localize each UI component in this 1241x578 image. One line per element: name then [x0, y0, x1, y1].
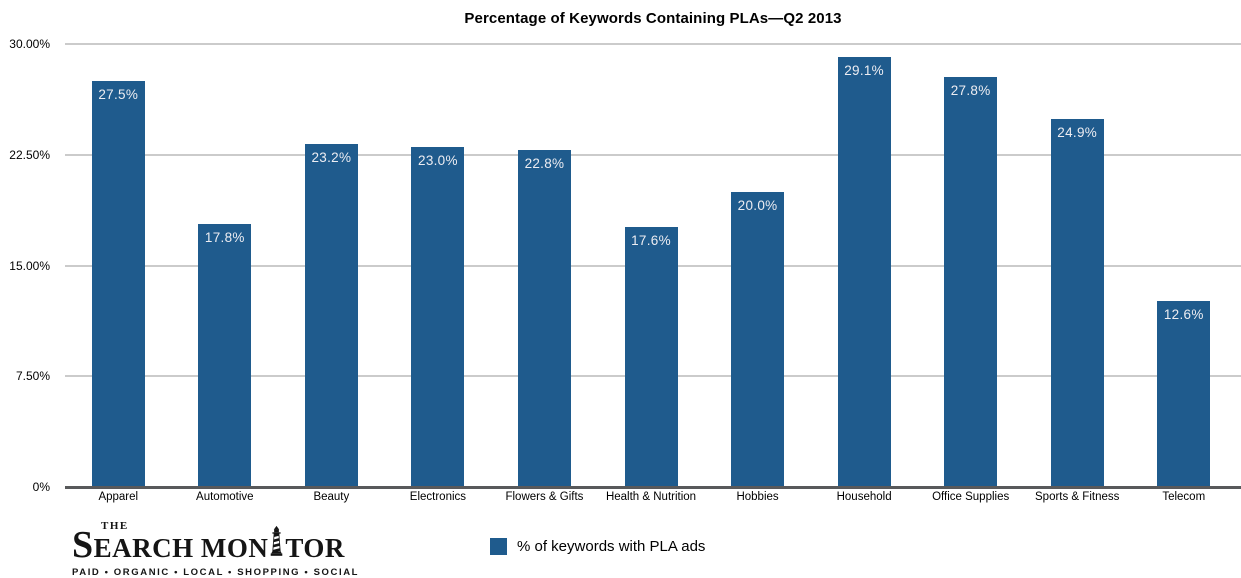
bar-value-label: 22.8% [524, 156, 565, 172]
y-axis-tick-labels: 0% 7.50% 15.00% 22.50% 30.00% [0, 37, 50, 494]
lighthouse-icon [271, 525, 283, 556]
bar-value-label: 23.2% [311, 150, 352, 166]
x-category-label: Flowers & Gifts [505, 491, 584, 503]
x-category-label: Telecom [1162, 491, 1206, 503]
bar-value-label: 27.8% [950, 82, 991, 98]
x-category-label: Health & Nutrition [605, 491, 697, 503]
gridline [65, 43, 1241, 45]
bar-beauty: 23.2% [304, 144, 358, 487]
x-axis-category-labels: Apparel Automotive Beauty Electronics Flower… [65, 491, 1237, 503]
bar-automotive: 17.8% [198, 224, 252, 487]
x-category-label: Automotive [196, 491, 254, 503]
bar-value-label: 23.0% [418, 153, 458, 169]
bar-slot: 23.2% [278, 44, 385, 487]
chart-title: Percentage of Keywords Containing PLAs—Q… [464, 10, 842, 27]
bar-telecom: 12.6% [1157, 300, 1211, 487]
bar-slot: 22.8% [491, 44, 598, 487]
bar-slot: 29.1% [811, 44, 918, 487]
x-category-label: Apparel [98, 491, 139, 503]
y-tick-label: 7.50% [15, 369, 50, 384]
x-category-label: Electronics [409, 491, 467, 503]
logo-tagline: PAID • ORGANIC • LOCAL • SHOPPING • SOCI… [72, 567, 360, 578]
bar-slot: 24.9% [1024, 44, 1131, 487]
y-tick-label: 22.50% [9, 147, 50, 162]
bar-value-label: 20.0% [737, 197, 778, 213]
x-category-label: Office Supplies [932, 491, 1010, 503]
logo-text-right: TOR [285, 533, 345, 563]
chart-legend: % of keywords with PLA ads [490, 538, 705, 555]
y-tick-label: 0% [32, 480, 50, 494]
x-category-label: Household [836, 491, 892, 503]
bar-value-label: 24.9% [1057, 125, 1098, 141]
bar-value-label: 29.1% [844, 63, 884, 79]
gridline [65, 153, 1241, 156]
bar-slot: 20.0% [704, 44, 811, 487]
bar-electronics: 23.0% [411, 147, 465, 487]
logo-the-text: THE [101, 520, 129, 532]
logo-initial: S [72, 524, 94, 566]
bar-apparel: 27.5% [91, 80, 145, 487]
bar-value-label: 17.8% [204, 230, 245, 246]
bar-hobbies: 20.0% [731, 191, 785, 487]
bar-household: 29.1% [837, 57, 891, 487]
logo-wordmark: THE S EARCH MON [72, 520, 359, 566]
bar-slot: 23.0% [385, 44, 492, 487]
bar-value-label: 27.5% [98, 86, 139, 102]
x-category-label: Hobbies [736, 491, 779, 503]
search-monitor-logo: THE S EARCH MON [72, 520, 360, 578]
x-axis-line [65, 486, 1241, 489]
legend-label: % of keywords with PLA ads [517, 538, 706, 555]
bar-sports-fitness: 24.9% [1050, 119, 1104, 487]
bar-slot: 27.8% [917, 44, 1024, 487]
bar-value-label: 17.6% [631, 233, 671, 249]
bar-slot: 17.6% [598, 44, 705, 487]
legend-swatch [490, 538, 507, 555]
bar-office-supplies: 27.8% [944, 76, 998, 487]
bar-flowers-gifts: 22.8% [517, 150, 571, 487]
logo-text-left: EARCH MON [93, 533, 269, 563]
x-category-label: Beauty [313, 491, 350, 503]
bar-slot: 17.8% [172, 44, 279, 487]
bar-health-nutrition: 17.6% [624, 227, 678, 487]
x-category-label: Sports & Fitness [1035, 491, 1120, 503]
y-tick-label: 15.00% [9, 258, 50, 273]
bar-slot: 27.5% [65, 44, 172, 487]
bar-slot: 12.6% [1130, 44, 1237, 487]
bar-value-label: 12.6% [1163, 306, 1204, 322]
bars-container: 27.5% 17.8% 23.2% 23.0% 22.8% 17.6% 20.0% 29.1%… [65, 44, 1237, 487]
plot-area: 27.5% 17.8% 23.2% 23.0% 22.8% 17.6% 20.0% 29.1%… [65, 43, 1241, 489]
y-tick-label: 30.00% [9, 37, 50, 51]
